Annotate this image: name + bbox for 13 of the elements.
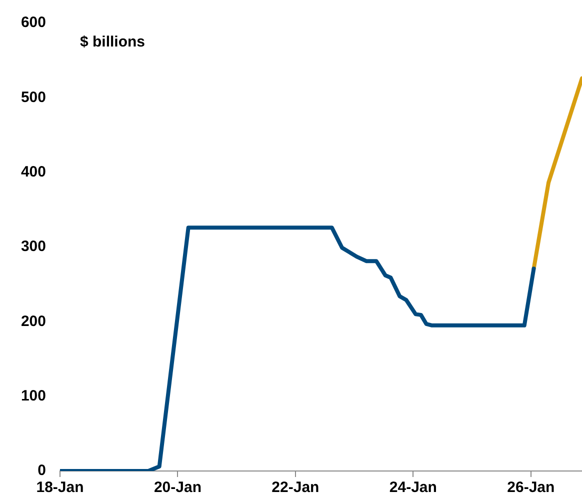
x-tick-label: 26-Jan [507, 479, 555, 496]
y-axis-title: $ billions [80, 34, 146, 51]
y-tick-label: 300 [20, 238, 46, 256]
y-tick-label: 200 [20, 312, 46, 330]
x-tick-label: 20-Jan [154, 479, 202, 496]
x-tick-label: 22-Jan [272, 479, 320, 496]
y-tick-label: 500 [20, 88, 46, 106]
y-tick-label: 400 [20, 163, 46, 180]
y-tick-label: 100 [20, 387, 46, 404]
x-tick-label: 24-Jan [389, 479, 437, 496]
y-tick-label: 0 [38, 462, 46, 480]
x-tick-label: 18-Jan [36, 479, 84, 496]
y-tick-label: 600 [20, 14, 46, 32]
